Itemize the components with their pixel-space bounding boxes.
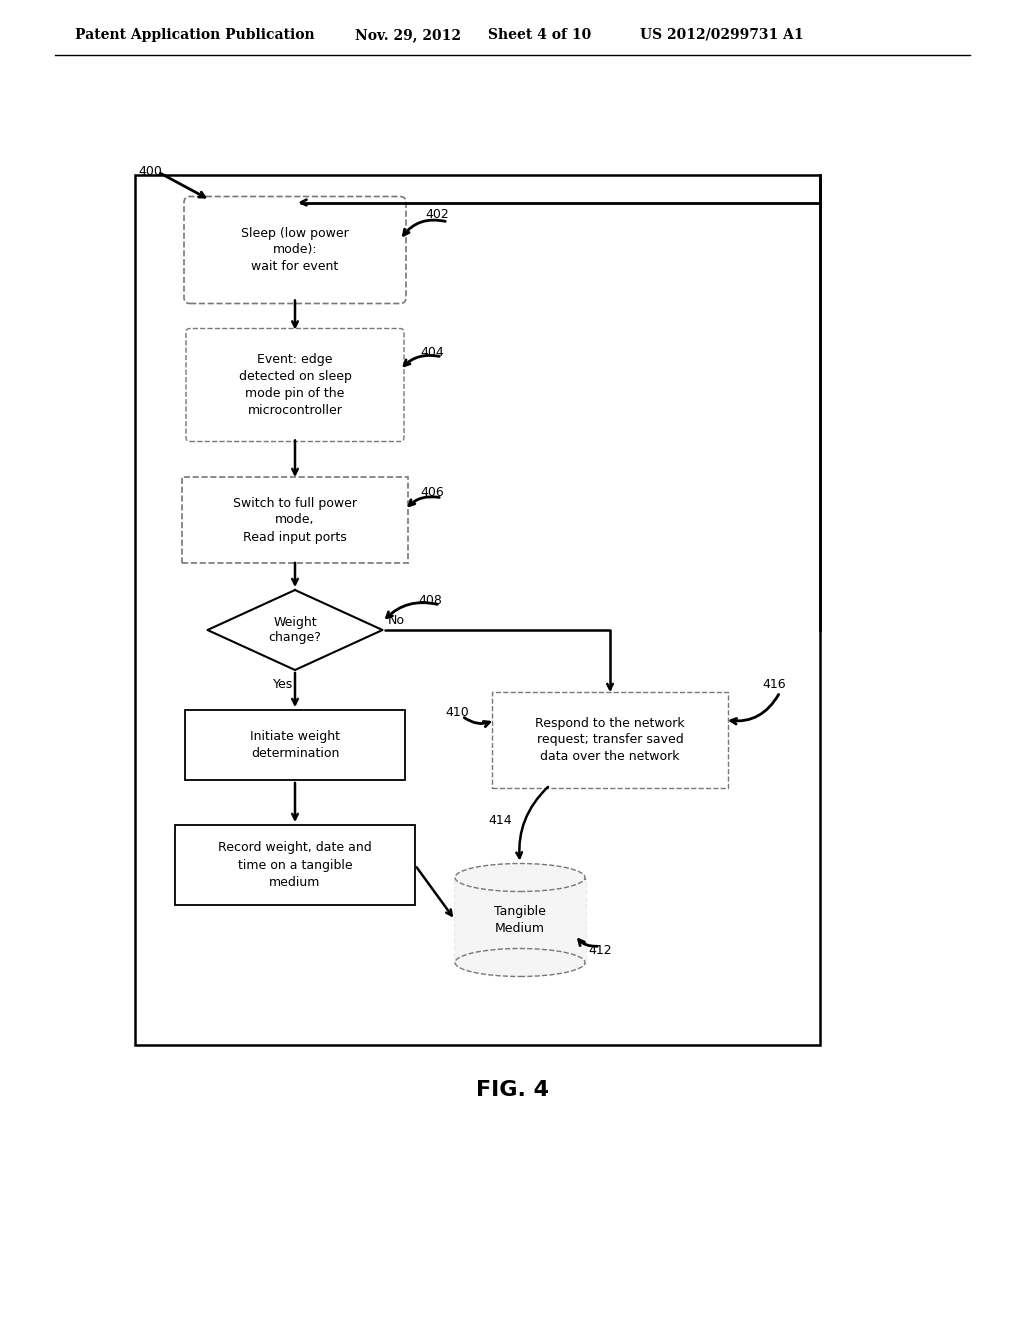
Text: 400: 400 <box>138 165 162 178</box>
Text: Yes: Yes <box>272 678 293 690</box>
Text: FIG. 4: FIG. 4 <box>475 1080 549 1100</box>
Text: Switch to full power
mode,
Read input ports: Switch to full power mode, Read input po… <box>233 496 357 544</box>
Text: No: No <box>387 614 404 627</box>
Text: Event: edge
detected on sleep
mode pin of the
microcontroller: Event: edge detected on sleep mode pin o… <box>239 352 351 417</box>
Text: Weight
change?: Weight change? <box>268 616 322 644</box>
Polygon shape <box>208 590 383 671</box>
FancyBboxPatch shape <box>182 477 408 564</box>
Bar <box>135 176 820 1045</box>
Text: 406: 406 <box>420 486 443 499</box>
Bar <box>185 710 406 780</box>
Text: Patent Application Publication: Patent Application Publication <box>75 28 314 42</box>
Ellipse shape <box>455 863 585 891</box>
Text: 404: 404 <box>420 346 443 359</box>
Text: 408: 408 <box>418 594 442 606</box>
Text: 414: 414 <box>488 813 512 826</box>
FancyBboxPatch shape <box>184 197 406 304</box>
Text: Respond to the network
request; transfer saved
data over the network: Respond to the network request; transfer… <box>536 717 685 763</box>
Text: Nov. 29, 2012: Nov. 29, 2012 <box>355 28 461 42</box>
Text: US 2012/0299731 A1: US 2012/0299731 A1 <box>640 28 804 42</box>
Text: Initiate weight
determination: Initiate weight determination <box>250 730 340 760</box>
Bar <box>455 878 585 962</box>
Text: 416: 416 <box>762 678 785 692</box>
Text: Record weight, date and
time on a tangible
medium: Record weight, date and time on a tangib… <box>218 842 372 888</box>
Polygon shape <box>455 879 585 961</box>
Text: 410: 410 <box>445 705 469 718</box>
Bar <box>175 825 415 906</box>
FancyBboxPatch shape <box>492 692 728 788</box>
Text: 412: 412 <box>588 944 611 957</box>
Text: Sheet 4 of 10: Sheet 4 of 10 <box>488 28 591 42</box>
Text: Sleep (low power
mode):
wait for event: Sleep (low power mode): wait for event <box>241 227 349 273</box>
Ellipse shape <box>455 949 585 977</box>
FancyBboxPatch shape <box>186 329 404 441</box>
Text: Tangible
Medium: Tangible Medium <box>494 906 546 935</box>
Text: 402: 402 <box>425 209 449 222</box>
